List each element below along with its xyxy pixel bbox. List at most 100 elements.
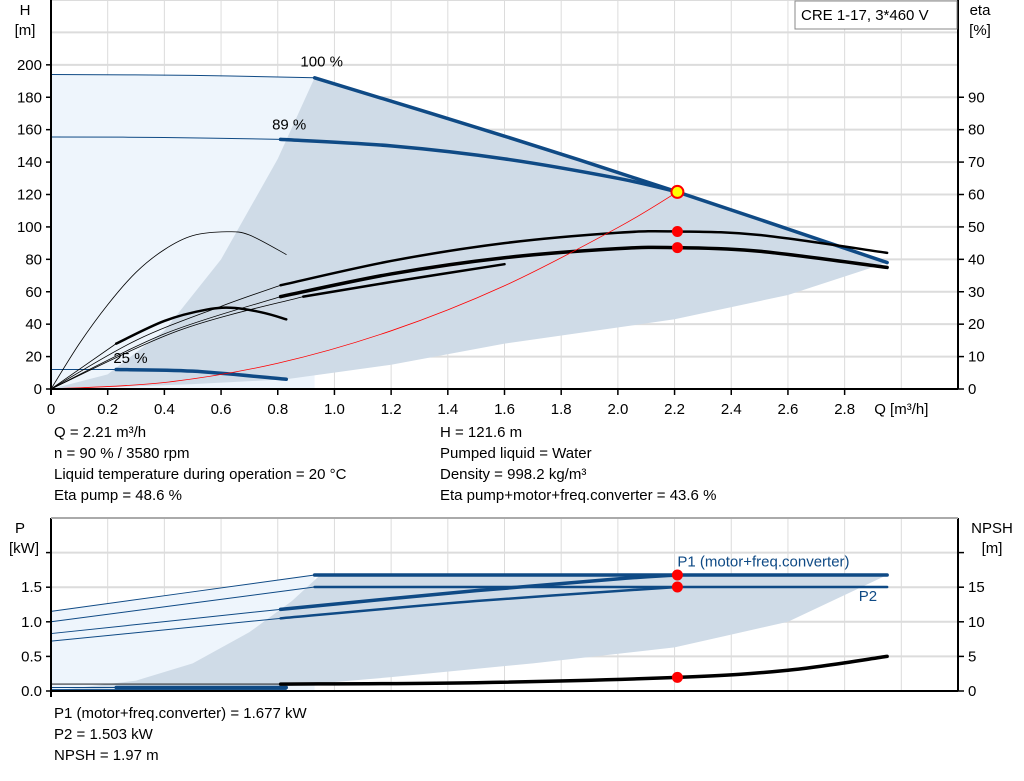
curve-label: 89 % bbox=[272, 117, 306, 134]
pump-curve bbox=[50, 608, 282, 635]
y2-tick-label: 20 bbox=[968, 316, 985, 333]
x-tick-label: 0.6 bbox=[211, 401, 232, 418]
duty-info-left: Q = 2.21 m³/h n = 90 % / 3580 rpm Liquid… bbox=[54, 422, 346, 506]
y-tick-label: 60 bbox=[25, 284, 42, 301]
liquid-text: Pumped liquid = Water bbox=[440, 445, 592, 462]
legend-box bbox=[794, 0, 958, 30]
npsh-text: NPSH = 1.97 m bbox=[54, 747, 159, 764]
y-tick-label: 80 bbox=[25, 251, 42, 268]
speed-text: n = 90 % / 3580 rpm bbox=[54, 445, 190, 462]
x-tick-label: 2.6 bbox=[778, 401, 799, 418]
y-tick-label: 1.5 bbox=[21, 579, 42, 596]
y2-tick-label: 10 bbox=[968, 614, 985, 631]
pump-curve bbox=[50, 74, 316, 79]
legend-text: CRE 1-17, 3*460 V bbox=[801, 7, 929, 24]
eta-curve bbox=[302, 262, 506, 298]
x-tick-label: 2.2 bbox=[664, 401, 685, 418]
y2-tick-label: 10 bbox=[968, 349, 985, 366]
pump-curve bbox=[114, 367, 289, 382]
eta-curve bbox=[50, 296, 281, 390]
y-tick-label: 160 bbox=[17, 122, 42, 139]
x-tick-label: 0.8 bbox=[267, 401, 288, 418]
pump-curve bbox=[50, 574, 316, 612]
flow-text: Q = 2.21 m³/h bbox=[54, 424, 147, 441]
eta-curve bbox=[50, 284, 281, 390]
x-tick-label: 1.0 bbox=[324, 401, 345, 418]
temperature-text: Liquid temperature during operation = 20… bbox=[54, 466, 347, 483]
operating-range-region bbox=[51, 574, 888, 691]
y-tick-label: 140 bbox=[17, 154, 42, 171]
y-tick-label: 120 bbox=[17, 187, 42, 204]
pump-curve bbox=[50, 617, 282, 642]
y2-tick-label: 70 bbox=[968, 154, 985, 171]
eta-curve bbox=[50, 231, 287, 390]
y-axis-unit: [kW] bbox=[9, 540, 39, 557]
curve-label: P2 bbox=[859, 588, 877, 605]
head-eta-chart: 0 20 40 60 80 100 120 140 160 180 200 0 10 20 30 40 50 60… bbox=[15, 0, 991, 418]
y2-tick-label: 15 bbox=[968, 579, 985, 596]
y2-tick-label: 5 bbox=[968, 648, 976, 665]
eta-pump-text: Eta pump = 48.6 % bbox=[54, 487, 182, 504]
y2-tick-label: 0 bbox=[968, 381, 976, 398]
operating-point-marker bbox=[671, 242, 683, 254]
y-tick-label: 0.0 bbox=[21, 683, 42, 700]
curve-label: 25 % bbox=[113, 350, 147, 367]
y2-tick-label: 30 bbox=[968, 284, 985, 301]
operating-point-marker bbox=[671, 225, 683, 237]
eta-curve bbox=[50, 296, 304, 390]
p2-text: P2 = 1.503 kW bbox=[54, 726, 153, 743]
x-tick-label: 2.8 bbox=[834, 401, 855, 418]
y-tick-label: 0 bbox=[34, 381, 42, 398]
eta-total-text: Eta pump+motor+freq.converter = 43.6 % bbox=[440, 487, 717, 504]
duty-info-right: H = 121.6 m Pumped liquid = Water Densit… bbox=[440, 422, 716, 506]
operating-point-marker bbox=[671, 671, 683, 683]
p1-text: P1 (motor+freq.converter) = 1.677 kW bbox=[54, 705, 307, 722]
y2-axis-unit: [m] bbox=[982, 540, 1003, 557]
y2-tick-label: 60 bbox=[968, 187, 985, 204]
y-tick-label: 100 bbox=[17, 219, 42, 236]
pump-curve bbox=[279, 585, 679, 620]
pump-curve bbox=[278, 137, 680, 194]
x-tick-label: 1.8 bbox=[551, 401, 572, 418]
duty-point bbox=[670, 184, 685, 199]
curve-label: P1 (motor+freq.converter) bbox=[677, 553, 849, 570]
y-axis-title: H bbox=[20, 2, 31, 19]
y-axis-title: P bbox=[15, 520, 25, 537]
pump-curve bbox=[312, 76, 889, 265]
y-tick-label: 0.5 bbox=[21, 648, 42, 665]
power-npsh-chart: 0.0 0.5 1.0 1.5 0 5 10 15 P [kW] NPSH [m] P1 (motor+… bbox=[9, 517, 1013, 700]
y-tick-label: 40 bbox=[25, 316, 42, 333]
y-tick-label: 20 bbox=[25, 349, 42, 366]
x-axis-label: Q [m³/h] bbox=[874, 401, 928, 418]
x-tick-label: 0.2 bbox=[97, 401, 118, 418]
x-tick-label: 1.4 bbox=[437, 401, 458, 418]
y2-axis-unit: [%] bbox=[969, 22, 991, 39]
y-tick-label: 180 bbox=[17, 89, 42, 106]
y2-tick-label: 40 bbox=[968, 251, 985, 268]
x-tick-label: 2.0 bbox=[607, 401, 628, 418]
pump-curve bbox=[50, 136, 282, 140]
eta-curve bbox=[279, 229, 889, 287]
x-tick-label: 0.4 bbox=[154, 401, 175, 418]
y-axis-unit: [m] bbox=[15, 22, 36, 39]
y2-tick-label: 80 bbox=[968, 122, 985, 139]
pump-curve bbox=[50, 586, 316, 623]
eta-curve bbox=[278, 245, 889, 299]
density-text: Density = 998.2 kg/m³ bbox=[440, 466, 587, 483]
y2-tick-label: 90 bbox=[968, 89, 985, 106]
y2-tick-label: 50 bbox=[968, 219, 985, 236]
y-tick-label: 200 bbox=[17, 57, 42, 74]
curve-label: 100 % bbox=[300, 53, 343, 70]
head-text: H = 121.6 m bbox=[440, 424, 523, 441]
eta-curve bbox=[50, 343, 117, 390]
y2-axis-title: NPSH bbox=[971, 520, 1013, 537]
y2-tick-label: 0 bbox=[968, 683, 976, 700]
operating-point-marker bbox=[671, 569, 683, 581]
power-info: P1 (motor+freq.converter) = 1.677 kW P2 … bbox=[54, 703, 307, 766]
x-tick-label: 1.2 bbox=[381, 401, 402, 418]
operating-point-marker bbox=[671, 581, 683, 593]
y-tick-label: 1.0 bbox=[21, 614, 42, 631]
x-tick-label: 2.4 bbox=[721, 401, 742, 418]
